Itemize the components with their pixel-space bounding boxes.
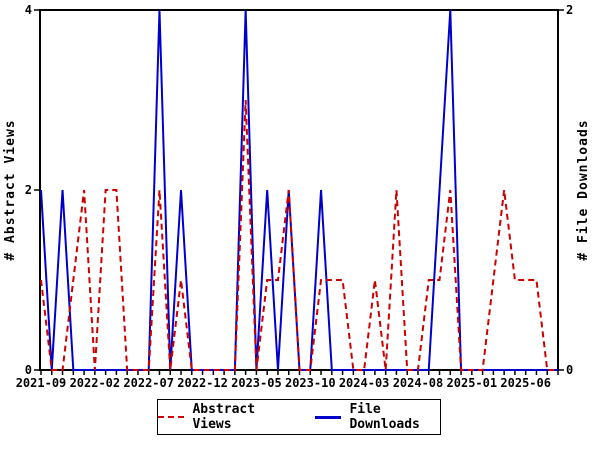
y-tick-label-left: 4 [25, 3, 32, 17]
plot-frame [39, 9, 559, 371]
solid-line-icon [315, 415, 342, 419]
series-line-abstract-views [40, 99, 558, 371]
x-tick-label: 2025-06 [500, 376, 551, 390]
legend-entry-file-downloads: File Downloads [315, 402, 440, 432]
left-axis-title: # Abstract Views [3, 119, 18, 260]
x-tick-label: 2023-10 [285, 376, 336, 390]
legend-label-abstract-views: Abstract Views [192, 402, 256, 432]
x-tick-label: 2022-07 [123, 376, 174, 390]
x-tick-label: 2021-09 [16, 376, 67, 390]
series-lines [40, 9, 558, 371]
x-tick-label: 2024-08 [393, 376, 444, 390]
y-tick-label-right: 0 [566, 363, 573, 377]
x-tick-label: 2025-01 [447, 376, 498, 390]
right-axis-ticks: 02 [558, 3, 573, 377]
dashed-line-icon [158, 416, 185, 418]
right-axis-title: # File Downloads [576, 119, 591, 260]
legend-entry-abstract-views: Abstract Views [158, 402, 283, 432]
x-tick-label: 2024-03 [339, 376, 390, 390]
y-tick-label-left: 2 [25, 183, 32, 197]
x-tick-label: 2022-12 [177, 376, 228, 390]
x-tick-label: 2022-02 [70, 376, 121, 390]
y-tick-label-left: 0 [25, 363, 32, 377]
legend: Abstract Views File Downloads [157, 399, 441, 435]
y-tick-label-right: 2 [566, 3, 573, 17]
series-line-file-downloads [40, 9, 558, 371]
x-axis-ticks: 2021-09 2022-02 2022-07 2022-12 2023-05 2023-… [16, 370, 559, 390]
left-axis-ticks: 0 2 4 [25, 3, 40, 377]
x-tick-label: 2023-05 [231, 376, 282, 390]
legend-label-file-downloads: File Downloads [349, 402, 420, 432]
